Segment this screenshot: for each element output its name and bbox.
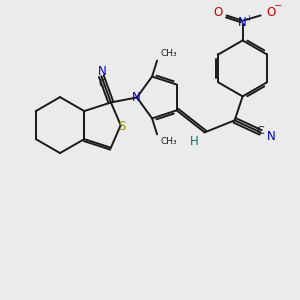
Text: H: H: [190, 135, 199, 148]
Text: CH₃: CH₃: [160, 137, 177, 146]
Text: S: S: [118, 120, 125, 133]
Text: +: +: [245, 14, 252, 23]
Text: O: O: [266, 6, 275, 19]
Text: C: C: [257, 126, 265, 136]
Text: O: O: [213, 6, 222, 19]
Text: N: N: [131, 91, 140, 104]
Text: −: −: [274, 2, 282, 11]
Text: CH₃: CH₃: [160, 49, 177, 58]
Text: N: N: [238, 16, 247, 29]
Text: N: N: [267, 130, 276, 143]
Text: N: N: [98, 65, 107, 78]
Text: C: C: [99, 79, 106, 88]
